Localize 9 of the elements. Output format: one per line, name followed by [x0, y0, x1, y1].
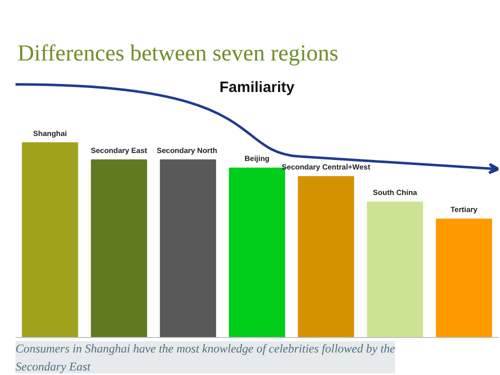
- bar: [160, 159, 216, 338]
- text: Consumers in Shanghai have the most knowledge of celebrities followed by the Secondary East: [16, 341, 396, 374]
- bar: [90, 159, 148, 338]
- bar: [436, 218, 492, 338]
- chart-title: Differences between seven regions: [18, 40, 338, 66]
- bar: [22, 142, 78, 338]
- bar: [298, 176, 354, 338]
- bar: [366, 202, 424, 338]
- text: Familiarity: [219, 79, 296, 96]
